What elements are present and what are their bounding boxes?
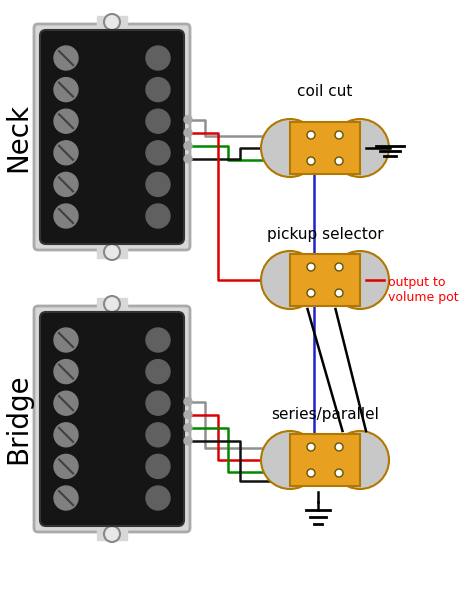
Circle shape [146, 454, 170, 478]
Circle shape [307, 443, 315, 451]
Circle shape [335, 263, 343, 271]
Circle shape [146, 204, 170, 228]
Circle shape [261, 251, 319, 309]
Bar [97, 242, 127, 258]
Circle shape [104, 244, 120, 260]
Circle shape [104, 526, 120, 542]
Circle shape [54, 78, 78, 102]
Text: series/parallel: series/parallel [271, 407, 379, 422]
Circle shape [335, 289, 343, 297]
Circle shape [54, 391, 78, 415]
Circle shape [54, 359, 78, 384]
Circle shape [146, 46, 170, 70]
Circle shape [54, 486, 78, 510]
Text: pickup selector: pickup selector [267, 227, 383, 242]
Circle shape [331, 431, 389, 489]
Circle shape [331, 119, 389, 177]
Circle shape [146, 172, 170, 196]
Circle shape [331, 251, 389, 309]
Circle shape [184, 142, 192, 150]
Circle shape [54, 454, 78, 478]
Circle shape [104, 296, 120, 312]
Circle shape [335, 157, 343, 165]
Circle shape [307, 289, 315, 297]
Circle shape [54, 141, 78, 165]
Circle shape [307, 263, 315, 271]
Circle shape [335, 131, 343, 139]
Circle shape [261, 431, 319, 489]
Bar [290, 434, 360, 486]
Circle shape [146, 391, 170, 415]
Circle shape [54, 204, 78, 228]
Circle shape [54, 172, 78, 196]
FancyBboxPatch shape [34, 306, 190, 532]
Circle shape [146, 141, 170, 165]
Circle shape [146, 359, 170, 384]
Circle shape [104, 14, 120, 30]
Circle shape [184, 116, 192, 124]
Circle shape [54, 328, 78, 352]
FancyBboxPatch shape [34, 24, 190, 250]
Circle shape [54, 109, 78, 133]
Circle shape [146, 78, 170, 102]
Circle shape [184, 424, 192, 431]
Circle shape [184, 155, 192, 163]
Circle shape [184, 398, 192, 405]
Circle shape [146, 423, 170, 447]
Circle shape [307, 469, 315, 477]
Circle shape [184, 437, 192, 445]
Circle shape [146, 328, 170, 352]
Circle shape [335, 443, 343, 451]
Bar [97, 298, 127, 314]
Text: output to
volume pot: output to volume pot [388, 276, 459, 304]
Circle shape [146, 109, 170, 133]
FancyBboxPatch shape [40, 312, 184, 526]
Circle shape [184, 411, 192, 419]
Circle shape [54, 423, 78, 447]
Circle shape [335, 469, 343, 477]
Circle shape [54, 46, 78, 70]
Text: coil cut: coil cut [297, 84, 353, 99]
Bar [97, 16, 127, 32]
Bar [290, 254, 360, 306]
Circle shape [146, 486, 170, 510]
Circle shape [307, 131, 315, 139]
Text: Bridge: Bridge [4, 374, 32, 464]
Circle shape [184, 128, 192, 136]
Circle shape [307, 157, 315, 165]
Bar [97, 524, 127, 540]
Bar [290, 122, 360, 174]
Circle shape [261, 119, 319, 177]
Text: Neck: Neck [4, 102, 32, 171]
FancyBboxPatch shape [40, 30, 184, 244]
